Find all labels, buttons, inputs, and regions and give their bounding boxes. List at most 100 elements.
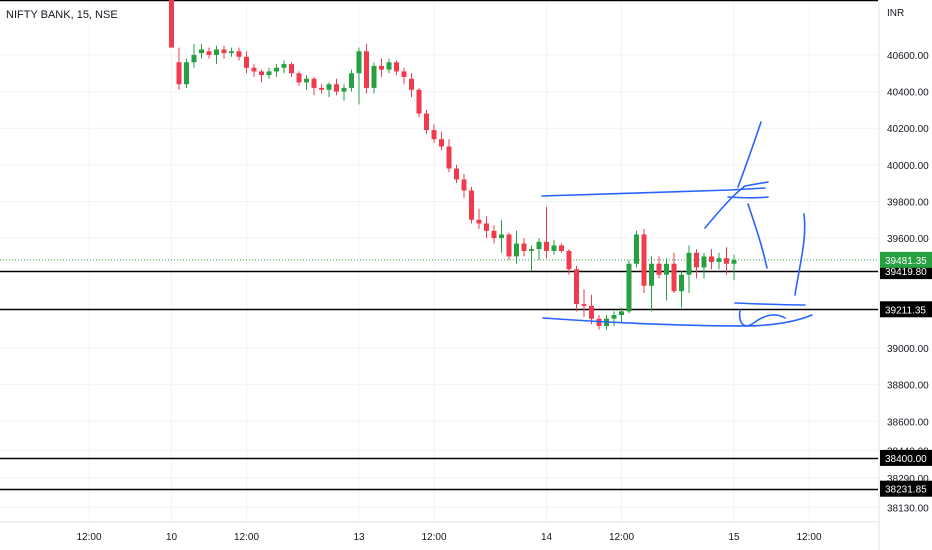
candle[interactable] bbox=[289, 62, 294, 77]
candle[interactable] bbox=[416, 87, 422, 118]
drawing-small-loop bbox=[738, 309, 786, 327]
candle[interactable] bbox=[259, 69, 264, 83]
currency-label: INR bbox=[887, 8, 905, 19]
x-tick-label: 13 bbox=[353, 532, 365, 543]
x-tick-label: 12:00 bbox=[234, 532, 259, 543]
candles[interactable] bbox=[169, 0, 737, 330]
candle[interactable] bbox=[634, 230, 639, 268]
candle[interactable] bbox=[514, 230, 519, 264]
candle-body bbox=[596, 318, 602, 327]
drawing-bottom-range-line bbox=[542, 314, 813, 327]
candle[interactable] bbox=[529, 245, 534, 272]
candle-body bbox=[694, 252, 699, 268]
candle[interactable] bbox=[304, 75, 309, 90]
price-tag: 38231.85 bbox=[880, 480, 932, 497]
candle[interactable] bbox=[409, 73, 414, 98]
candle-body bbox=[304, 78, 309, 83]
candle[interactable] bbox=[559, 243, 564, 253]
candle[interactable] bbox=[341, 84, 347, 101]
candle[interactable] bbox=[551, 239, 557, 255]
candle[interactable] bbox=[214, 45, 219, 65]
candle[interactable] bbox=[626, 260, 632, 314]
candle[interactable] bbox=[724, 247, 729, 275]
candle-body bbox=[506, 234, 512, 257]
candle[interactable] bbox=[701, 252, 707, 279]
candle[interactable] bbox=[544, 206, 549, 259]
candle[interactable] bbox=[446, 139, 452, 173]
candle[interactable] bbox=[439, 131, 444, 151]
candle[interactable] bbox=[484, 216, 489, 239]
candle[interactable] bbox=[506, 232, 512, 261]
candle[interactable] bbox=[596, 315, 602, 330]
candle[interactable] bbox=[281, 60, 287, 74]
candle[interactable] bbox=[679, 271, 684, 308]
candle[interactable] bbox=[244, 51, 249, 74]
candle[interactable] bbox=[251, 64, 257, 77]
candle-body bbox=[491, 230, 497, 239]
candle[interactable] bbox=[431, 124, 437, 143]
candle[interactable] bbox=[229, 47, 234, 57]
candle[interactable] bbox=[394, 60, 399, 76]
candle[interactable] bbox=[566, 249, 572, 275]
candle[interactable] bbox=[574, 265, 579, 312]
candle[interactable] bbox=[199, 43, 204, 59]
candle-body bbox=[319, 87, 324, 90]
candle[interactable] bbox=[184, 58, 189, 88]
candle[interactable] bbox=[364, 43, 369, 94]
time-axis[interactable]: 12:00 10 12:00 13 12:00 14 12:00 15 12:00 bbox=[0, 521, 879, 543]
price-tag-bg bbox=[880, 251, 932, 268]
candle[interactable] bbox=[176, 47, 182, 90]
candle[interactable] bbox=[649, 256, 654, 312]
candle[interactable] bbox=[221, 45, 227, 59]
candle[interactable] bbox=[454, 164, 459, 184]
drawing-top-range-line bbox=[541, 187, 766, 197]
candle[interactable] bbox=[694, 249, 699, 279]
candle[interactable] bbox=[589, 294, 594, 325]
candle[interactable] bbox=[401, 67, 407, 85]
candle[interactable] bbox=[296, 71, 302, 87]
candle-body bbox=[664, 263, 669, 275]
candle[interactable] bbox=[656, 256, 662, 279]
candle[interactable] bbox=[581, 289, 587, 317]
candle[interactable] bbox=[731, 254, 737, 281]
candle[interactable] bbox=[386, 58, 392, 74]
candle[interactable] bbox=[619, 307, 624, 323]
candle[interactable] bbox=[319, 84, 324, 94]
candle[interactable] bbox=[476, 208, 482, 229]
candle[interactable] bbox=[206, 47, 212, 59]
y-tick-label: 40000.00 bbox=[887, 161, 929, 172]
candle[interactable] bbox=[191, 43, 197, 68]
candle[interactable] bbox=[379, 58, 384, 77]
candle[interactable] bbox=[274, 64, 279, 77]
candle-body bbox=[454, 168, 459, 180]
candle[interactable] bbox=[716, 252, 722, 270]
candle[interactable] bbox=[611, 311, 617, 327]
candle[interactable] bbox=[169, 0, 174, 48]
candle[interactable] bbox=[334, 78, 339, 96]
candle[interactable] bbox=[536, 238, 542, 261]
candle-body bbox=[701, 256, 707, 268]
candle[interactable] bbox=[641, 228, 647, 294]
candle[interactable] bbox=[499, 219, 504, 253]
candle[interactable] bbox=[236, 47, 242, 61]
candle[interactable] bbox=[311, 76, 317, 96]
candle[interactable] bbox=[326, 82, 332, 98]
candle[interactable] bbox=[491, 225, 497, 244]
candle[interactable] bbox=[371, 62, 377, 94]
drawing-curve-down bbox=[747, 203, 768, 269]
candle[interactable] bbox=[424, 109, 429, 134]
candle-body bbox=[199, 49, 204, 54]
candle[interactable] bbox=[671, 252, 677, 294]
candle[interactable] bbox=[664, 258, 669, 301]
candle-body bbox=[469, 190, 474, 220]
candle[interactable] bbox=[686, 245, 692, 294]
candle[interactable] bbox=[266, 67, 272, 79]
candle[interactable] bbox=[349, 69, 354, 92]
candle[interactable] bbox=[469, 186, 474, 224]
symbol-title[interactable]: NIFTY BANK, 15, NSE bbox=[6, 9, 118, 21]
candle[interactable] bbox=[461, 174, 467, 198]
candle[interactable] bbox=[521, 238, 527, 257]
candle[interactable] bbox=[709, 249, 714, 270]
candle[interactable] bbox=[356, 47, 362, 105]
